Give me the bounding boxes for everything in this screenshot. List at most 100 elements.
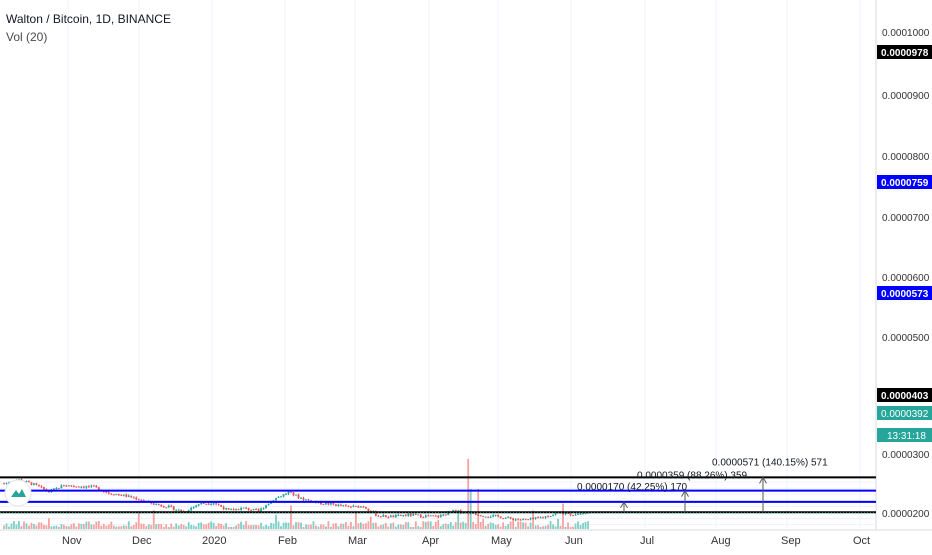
volume-bar xyxy=(275,514,277,529)
volume-indicator-label[interactable]: Vol (20) xyxy=(6,30,48,44)
candle-body xyxy=(529,518,532,520)
volume-bar xyxy=(572,526,574,529)
level-badge-978: 0.0000978 xyxy=(881,48,929,59)
time-axis[interactable]: Nov Dec 2020 Feb Mar Apr May Jun Jul Aug… xyxy=(62,535,870,547)
volume-bar xyxy=(145,526,148,529)
candle-body xyxy=(335,504,337,506)
candle-body xyxy=(352,505,355,508)
candle-body xyxy=(165,507,168,509)
candle-body xyxy=(330,503,332,505)
volume-bar xyxy=(150,524,153,529)
tradingview-logo-icon xyxy=(11,489,26,497)
candle-body xyxy=(582,513,584,515)
volume-bar xyxy=(97,521,100,529)
candle-body xyxy=(207,503,210,505)
tradingview-logo[interactable] xyxy=(4,479,32,507)
candle-body xyxy=(282,494,285,497)
candle-body xyxy=(237,509,240,511)
candle-body xyxy=(107,492,110,494)
candle-body xyxy=(187,510,190,512)
price-axis[interactable]: 0.0001000 0.0000900 0.0000800 0.0000700 … xyxy=(877,28,932,520)
countdown-badge-bg xyxy=(877,428,932,442)
candle-body xyxy=(350,506,352,508)
candle-body xyxy=(367,508,370,511)
candle-body xyxy=(110,493,113,495)
volume-bar xyxy=(310,524,312,529)
time-label: Mar xyxy=(348,535,367,547)
candle-body xyxy=(192,506,195,508)
candle-body xyxy=(127,495,130,497)
volume-bar xyxy=(195,526,198,529)
volume-bar xyxy=(559,525,562,529)
candle-body xyxy=(542,517,544,519)
time-label: Nov xyxy=(62,535,82,547)
candle-body xyxy=(569,512,572,516)
candle-body xyxy=(322,504,325,506)
volume-bar xyxy=(160,524,163,529)
volume-bar xyxy=(127,521,130,529)
candle-body xyxy=(172,506,175,510)
volume-bar xyxy=(290,505,292,529)
candle-body xyxy=(70,485,73,487)
candle-body xyxy=(72,486,75,488)
chart-legend[interactable]: Walton / Bitcoin, 1D, BINANCE Vol (20) xyxy=(6,10,171,46)
candle-body xyxy=(424,515,427,518)
time-label: May xyxy=(491,535,512,547)
candle-body xyxy=(285,493,287,495)
volume-bar xyxy=(157,523,160,529)
volume-bar xyxy=(297,522,300,529)
volume-bar xyxy=(85,521,88,529)
candle-body xyxy=(332,503,335,505)
volume-bar xyxy=(369,516,372,529)
volume-bar xyxy=(267,525,270,529)
candle-body xyxy=(117,494,120,496)
symbol-title[interactable]: Walton / Bitcoin, 1D, BINANCE xyxy=(6,12,171,26)
volume-bar xyxy=(307,524,310,529)
volume-bar xyxy=(190,524,193,529)
volume-bar xyxy=(200,522,203,529)
candle-body xyxy=(55,487,58,489)
volume-bar xyxy=(25,523,28,529)
candle-body xyxy=(439,515,442,518)
volume-bar xyxy=(317,526,320,529)
candle-body xyxy=(432,515,435,517)
candle-body xyxy=(554,513,557,515)
volume-bar xyxy=(367,521,370,529)
time-label: Aug xyxy=(711,535,731,547)
price-tick: 0.0001000 xyxy=(882,28,930,39)
volume-bar xyxy=(122,525,125,529)
volume-bar xyxy=(332,523,335,529)
volume-bar xyxy=(252,525,255,529)
level-badge-bg xyxy=(877,388,932,402)
volume-bar xyxy=(237,523,240,529)
candle-body xyxy=(342,505,345,507)
candle-body xyxy=(38,484,40,487)
volume-bar xyxy=(235,525,238,529)
volume-bar xyxy=(582,522,584,529)
volume-bar xyxy=(62,524,65,529)
volume-bar xyxy=(280,526,282,529)
volume-bar xyxy=(449,522,452,529)
candle-body xyxy=(534,517,537,519)
volume-bar xyxy=(487,523,490,529)
candle-body xyxy=(442,514,445,516)
volume-bar xyxy=(15,524,18,529)
candle-body xyxy=(260,508,262,512)
volume-bar xyxy=(327,521,330,529)
volume-bar xyxy=(210,521,213,529)
candle-body xyxy=(195,505,198,507)
price-tick: 0.0000700 xyxy=(882,213,930,224)
volume-bar xyxy=(389,523,392,529)
candle-body xyxy=(457,510,460,512)
volume-bar xyxy=(499,526,502,529)
time-label: Sep xyxy=(781,535,801,547)
candle-body xyxy=(527,519,530,521)
volume-bar xyxy=(569,526,572,529)
horizontal-levels[interactable] xyxy=(0,476,876,514)
volume-bar xyxy=(514,526,517,529)
candle-body xyxy=(494,515,497,517)
volume-bar xyxy=(504,525,507,529)
